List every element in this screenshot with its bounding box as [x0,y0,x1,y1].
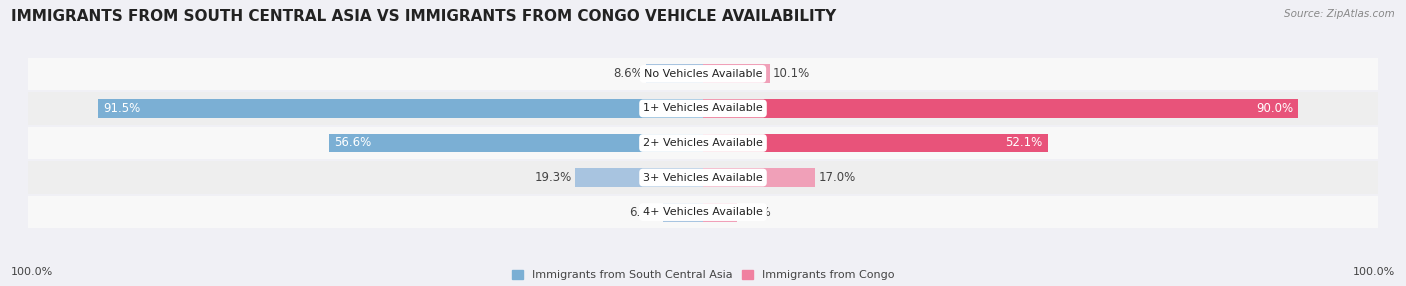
Bar [28,127,1378,159]
Bar [97,99,703,118]
Bar [703,202,737,222]
Bar [28,162,1378,194]
Text: 100.0%: 100.0% [11,267,53,277]
Text: 10.1%: 10.1% [773,67,810,80]
Text: 3+ Vehicles Available: 3+ Vehicles Available [643,172,763,182]
Text: No Vehicles Available: No Vehicles Available [644,69,762,79]
Bar [703,168,815,187]
Bar [575,168,703,187]
Text: 19.3%: 19.3% [534,171,572,184]
Text: 1+ Vehicles Available: 1+ Vehicles Available [643,104,763,114]
Bar [647,64,703,84]
Legend: Immigrants from South Central Asia, Immigrants from Congo: Immigrants from South Central Asia, Immi… [512,270,894,281]
Text: 5.2%: 5.2% [741,206,770,219]
Text: 52.1%: 52.1% [1005,136,1042,150]
Bar [703,64,770,84]
Text: 8.6%: 8.6% [613,67,643,80]
Bar [28,92,1378,124]
Text: IMMIGRANTS FROM SOUTH CENTRAL ASIA VS IMMIGRANTS FROM CONGO VEHICLE AVAILABILITY: IMMIGRANTS FROM SOUTH CENTRAL ASIA VS IM… [11,9,837,23]
Text: 17.0%: 17.0% [818,171,856,184]
Text: 90.0%: 90.0% [1256,102,1294,115]
Bar [329,134,703,152]
Text: 6.1%: 6.1% [630,206,659,219]
Text: 2+ Vehicles Available: 2+ Vehicles Available [643,138,763,148]
Bar [703,99,1299,118]
Bar [703,134,1047,152]
Text: 56.6%: 56.6% [333,136,371,150]
Text: 100.0%: 100.0% [1353,267,1395,277]
Bar [662,202,703,222]
Text: Source: ZipAtlas.com: Source: ZipAtlas.com [1284,9,1395,19]
Bar [28,196,1378,228]
Text: 4+ Vehicles Available: 4+ Vehicles Available [643,207,763,217]
Text: 91.5%: 91.5% [103,102,141,115]
Bar [28,58,1378,90]
